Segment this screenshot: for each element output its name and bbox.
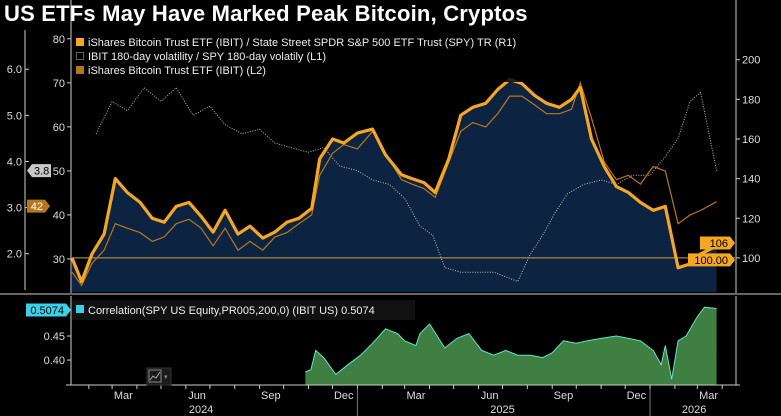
x-tick-label: Mar [699,390,718,402]
dropdown-arrow-icon: ▾ [164,374,168,381]
ratio-last-value-tag-text: 106 [710,238,728,250]
vol-ratio-line [95,86,718,283]
l1-tick-label: 3.0 [7,203,22,215]
reference-value-tag: 100.00 [688,253,735,267]
x-year-label: 2024 [189,404,213,416]
correlation-panel [305,306,717,385]
legend-swatch-vol [76,52,84,60]
l2-tick-label: 60 [53,122,65,134]
l1-tick-label: 4.0 [7,156,22,168]
line-chart-icon [148,369,162,383]
legend-ibit: iShares Bitcoin Trust ETF (IBIT) (L2) [88,65,266,77]
reference-value-tag-text: 100.00 [694,255,728,267]
x-tick-label: Sep [261,390,281,402]
corr-last-value-tag-text: 0.5074 [30,305,64,317]
ratio-last-value-tag-shape [700,236,735,250]
l2-tick-label: 50 [53,166,65,178]
x-tick-label: Jun [481,390,499,402]
ibit-last-value-tag-shape [27,199,50,213]
x-tick-label: Dec [334,390,354,402]
chart-title: US ETFs May Have Marked Peak Bitcoin, Cr… [4,1,528,26]
r1-tick-label: 120 [742,213,760,225]
x-tick-label: Mar [114,390,133,402]
value-tags: 3.8 42 106 100.00 0.5074 [26,164,735,317]
correlation-line [305,306,717,380]
legend-vol: IBIT 180-day volatility / SPY 180-day vo… [88,51,326,63]
vol-last-value-tag-text: 3.8 [34,166,49,178]
r1-tick-label: 160 [742,134,760,146]
corr-tick-label: 0.45 [44,331,65,343]
corr-legend-background [72,300,415,320]
r1-tick-label: 180 [742,94,760,106]
ibit-last-value-tag: 42 [27,199,50,213]
legend-swatch-ibit [76,66,84,74]
l1-tick-label: 2.0 [7,249,22,261]
chart-type-button[interactable]: ▾ [146,367,172,386]
l2-tick-label: 40 [53,210,65,222]
legend-background [72,32,572,82]
r1-tick-label: 140 [742,174,760,186]
corr-last-value-tag: 0.5074 [26,303,71,317]
x-year-label: 2025 [490,404,514,416]
main-panel [70,77,735,292]
corr-tick-label: 0.40 [44,355,65,367]
x-tick-label: Sep [554,390,574,402]
legend-swatch-corr [76,305,84,313]
ratio-area [72,79,717,292]
legend-ratio: iShares Bitcoin Trust ETF (IBIT) / State… [88,37,516,49]
r1-tick-label: 100 [742,253,760,265]
l1-tick-label: 5.0 [7,110,22,122]
vol-last-value-tag: 3.8 [27,164,51,178]
x-tick-label: Jun [188,390,206,402]
l2-tick-label: 70 [53,78,65,90]
l2-tick-label: 80 [53,34,65,46]
legend: iShares Bitcoin Trust ETF (IBIT) / State… [72,32,572,320]
r1-tick-label: 200 [742,55,760,67]
ratio-last-value-tag: 106 [700,236,735,250]
x-year-label: 2026 [682,404,706,416]
corr-last-value-tag-shape [26,303,71,317]
correlation-area [305,307,717,385]
vol-last-value-tag-shape [27,164,51,178]
legend-swatch-ratio [76,38,84,46]
reference-value-tag-shape [688,253,735,267]
x-tick-label: Dec [627,390,647,402]
x-tick-label: Mar [406,390,425,402]
legend-corr: Correlation(SPY US Equity,PR005,200,0) (… [88,305,375,317]
l2-tick-label: 30 [53,254,65,266]
ibit-last-value-tag-text: 42 [31,201,43,213]
l1-tick-label: 6.0 [7,64,22,76]
ratio-line [70,77,718,284]
